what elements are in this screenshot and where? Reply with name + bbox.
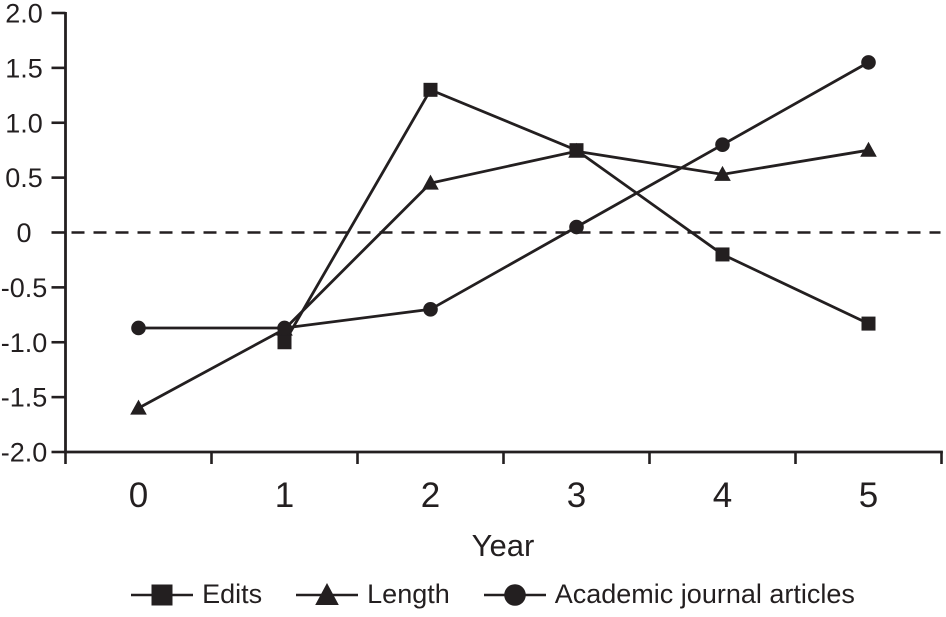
data-point-circle xyxy=(715,137,730,152)
y-tick-label: 1.5 xyxy=(5,53,43,83)
x-axis: 0 1 2 3 4 5 xyxy=(64,450,943,515)
x-tick-label: 2 xyxy=(421,476,440,515)
x-tick-label: 3 xyxy=(567,476,586,515)
legend-item-academic-journal-articles: Academic journal articles xyxy=(483,576,855,612)
series-length xyxy=(130,141,877,415)
series-line-edits xyxy=(283,88,870,343)
data-point-circle xyxy=(503,584,526,606)
legend-item-length: Length xyxy=(296,576,450,612)
legend-label-length: Length xyxy=(367,578,450,609)
series-edits xyxy=(277,82,876,350)
data-point-square xyxy=(277,335,292,350)
y-tick-label: -2.0 xyxy=(1,438,48,468)
y-tick-label: 2.0 xyxy=(5,0,43,29)
y-tick-label: -1.5 xyxy=(1,383,48,413)
series-line-academic-journal-articles xyxy=(138,61,870,330)
legend-square-marker xyxy=(131,584,194,606)
x-tick-label: 1 xyxy=(275,476,294,515)
y-tick-label: 0 xyxy=(16,218,31,248)
data-series xyxy=(130,55,877,415)
data-point-square xyxy=(151,584,173,606)
data-point-circle xyxy=(131,320,146,336)
y-tick-label: -0.5 xyxy=(1,273,48,303)
data-point-circle xyxy=(423,302,438,317)
x-axis-title: Year xyxy=(472,528,535,563)
data-point-triangle xyxy=(315,583,339,605)
x-tick-label: 5 xyxy=(859,476,878,515)
legend-circle-marker xyxy=(483,584,546,606)
chart-legend: Edits Length Academic journal articles xyxy=(0,576,946,612)
legend-triangle-marker xyxy=(296,583,359,605)
y-axis: 2.0 1.5 1.0 0.5 0 -0.5 -1.0 -1.5 -2.0 xyxy=(1,0,67,468)
data-point-square xyxy=(861,316,876,331)
data-point-square xyxy=(569,143,584,158)
data-point-circle xyxy=(861,55,876,70)
y-tick-label: 1.0 xyxy=(5,108,43,138)
legend-item-edits: Edits xyxy=(131,576,262,612)
data-point-triangle xyxy=(860,141,877,157)
data-point-triangle xyxy=(422,174,439,190)
legend-label-academic-journal-articles: Academic journal articles xyxy=(554,578,855,609)
y-tick-label: 0.5 xyxy=(5,163,43,193)
series-academic-journal-articles xyxy=(131,55,876,336)
x-tick-label: 4 xyxy=(713,476,732,515)
series-line-length xyxy=(137,148,869,410)
data-point-square xyxy=(423,82,438,97)
y-tick-label: -1.0 xyxy=(1,328,48,358)
data-point-square xyxy=(715,247,730,262)
x-tick-label: 0 xyxy=(129,476,148,515)
data-point-triangle xyxy=(714,165,731,181)
data-point-circle xyxy=(569,219,584,235)
legend-label-edits: Edits xyxy=(202,578,263,609)
data-point-circle xyxy=(277,320,292,336)
data-point-triangle xyxy=(130,399,147,415)
